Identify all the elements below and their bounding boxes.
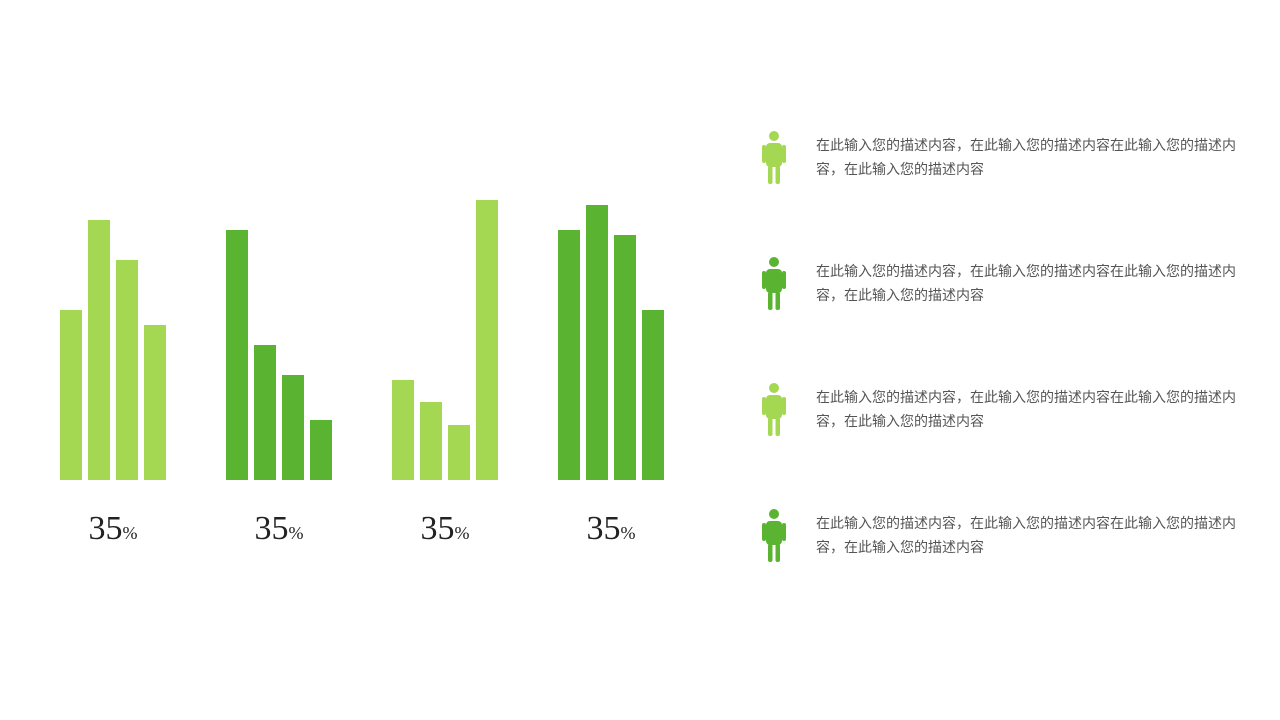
bar-2-1 <box>420 402 442 480</box>
chart-label-suffix: % <box>621 523 636 543</box>
chart-label-suffix: % <box>455 523 470 543</box>
bars-container <box>558 200 664 480</box>
bars-container <box>60 200 166 480</box>
bar-0-2 <box>116 260 138 480</box>
person-icon <box>760 382 788 438</box>
bar-2-3 <box>476 200 498 480</box>
legend-item-2: 在此输入您的描述内容，在此输入您的描述内容在此输入您的描述内容，在此输入您的描述… <box>760 382 1240 438</box>
legend-text: 在此输入您的描述内容，在此输入您的描述内容在此输入您的描述内容，在此输入您的描述… <box>816 512 1240 560</box>
person-icon <box>760 130 788 186</box>
chart-group-0: 35% <box>60 200 166 548</box>
legend-area: 在此输入您的描述内容，在此输入您的描述内容在此输入您的描述内容，在此输入您的描述… <box>760 130 1240 564</box>
bar-2-0 <box>392 380 414 480</box>
chart-group-1: 35% <box>226 200 332 548</box>
bar-3-0 <box>558 230 580 480</box>
bars-container <box>392 200 498 480</box>
chart-label-2: 35% <box>421 510 470 548</box>
bar-0-3 <box>144 325 166 480</box>
charts-area: 35%35%35%35% <box>60 200 664 548</box>
person-icon <box>760 256 788 312</box>
person-icon <box>760 508 788 564</box>
chart-label-value: 35 <box>89 510 123 547</box>
legend-text: 在此输入您的描述内容，在此输入您的描述内容在此输入您的描述内容，在此输入您的描述… <box>816 386 1240 434</box>
bar-3-1 <box>586 205 608 480</box>
legend-text: 在此输入您的描述内容，在此输入您的描述内容在此输入您的描述内容，在此输入您的描述… <box>816 134 1240 182</box>
chart-label-0: 35% <box>89 510 138 548</box>
bar-3-2 <box>614 235 636 480</box>
bar-3-3 <box>642 310 664 480</box>
legend-item-3: 在此输入您的描述内容，在此输入您的描述内容在此输入您的描述内容，在此输入您的描述… <box>760 508 1240 564</box>
bar-1-2 <box>282 375 304 480</box>
chart-label-1: 35% <box>255 510 304 548</box>
bar-1-0 <box>226 230 248 480</box>
legend-item-0: 在此输入您的描述内容，在此输入您的描述内容在此输入您的描述内容，在此输入您的描述… <box>760 130 1240 186</box>
chart-label-value: 35 <box>421 510 455 547</box>
chart-group-3: 35% <box>558 200 664 548</box>
chart-label-value: 35 <box>587 510 621 547</box>
legend-item-1: 在此输入您的描述内容，在此输入您的描述内容在此输入您的描述内容，在此输入您的描述… <box>760 256 1240 312</box>
bar-1-1 <box>254 345 276 480</box>
bar-1-3 <box>310 420 332 480</box>
bars-container <box>226 200 332 480</box>
chart-label-suffix: % <box>289 523 304 543</box>
legend-text: 在此输入您的描述内容，在此输入您的描述内容在此输入您的描述内容，在此输入您的描述… <box>816 260 1240 308</box>
bar-2-2 <box>448 425 470 480</box>
chart-label-suffix: % <box>123 523 138 543</box>
bar-0-0 <box>60 310 82 480</box>
chart-group-2: 35% <box>392 200 498 548</box>
chart-label-3: 35% <box>587 510 636 548</box>
chart-label-value: 35 <box>255 510 289 547</box>
bar-0-1 <box>88 220 110 480</box>
